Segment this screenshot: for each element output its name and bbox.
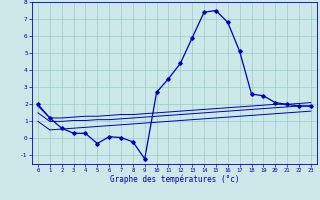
X-axis label: Graphe des températures (°c): Graphe des températures (°c)	[110, 175, 239, 184]
